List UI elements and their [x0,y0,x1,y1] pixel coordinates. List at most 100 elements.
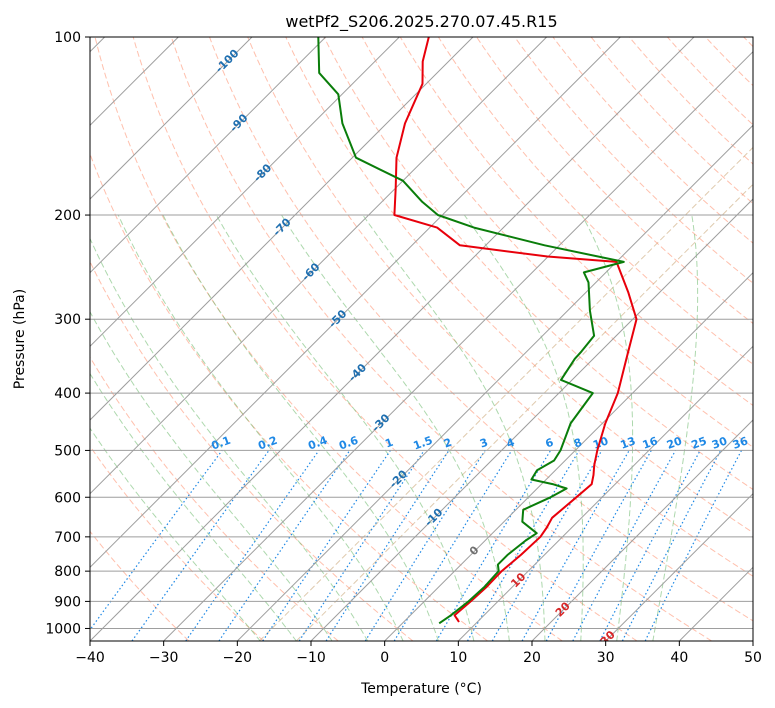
isotherm-line [384,271,753,641]
moist-adiabat [652,214,699,641]
x-tick-label: 0 [380,650,389,666]
isotherm-line [90,37,253,200]
y-tick-label: 700 [54,530,81,546]
isotherm-line [90,37,400,348]
dry-adiabat [247,37,753,577]
mixing-ratio-label: 0.1 [210,434,233,453]
moist-adiabat [463,214,584,641]
y-axis-title: Pressure (hPa) [12,289,28,389]
isotherm-line [605,492,753,641]
plot-area: 0.1 0.2 0.4 0.6 1 1.5 2 3 4 6 8 10 13 16 20 25 30 36-100-… [90,37,753,641]
x-tick-label: 20 [523,650,541,666]
mixing-ratio-line [90,450,223,631]
mixing-ratio-label: 8 [572,436,584,451]
dry-adiabat [90,260,414,641]
isotherm-line [531,419,753,641]
mixing-ratio-label: 20 [665,434,684,452]
hgz-isotherm [295,183,753,641]
dewpoint-profile [317,37,625,625]
dry-adiabat [437,37,753,365]
mixing-ratio-label: 2 [442,436,454,451]
mixing-ratio-label: 1 [383,436,395,451]
chart-title: wetPf2_S206.2025.270.07.45.R15 [285,12,557,32]
mixing-ratio-label: 16 [641,434,660,452]
mixing-ratio-label: 4 [505,436,517,451]
mixing-ratio-label: 6 [544,436,556,451]
mixing-ratio-label: 25 [690,434,709,451]
mixing-ratio-line [325,450,450,641]
dry-adiabat [90,356,339,641]
moist-adiabat [90,237,369,641]
y-tick-label: 400 [54,386,81,402]
x-tick-label: −40 [75,650,105,666]
moist-adiabat [362,214,546,641]
dry-adiabat [399,37,753,407]
y-tick-label: 200 [54,208,81,224]
isotherm-line [310,198,753,641]
y-tick-label: 300 [54,312,81,328]
mixing-ratio-line [466,450,580,641]
axes-layer: −40 −30 −20 −10 0 10 20 30 40 5010020030040050060… [45,30,762,666]
profiles-layer [317,37,638,625]
mixing-ratio-label: 0.2 [256,434,279,453]
y-tick-label: 100 [54,30,81,46]
mixing-ratio-label: 0.6 [337,434,360,453]
isotherm-line [163,50,753,641]
dry-adiabat [476,37,753,325]
mixing-ratio-label: 36 [731,434,750,452]
x-tick-label: 30 [597,650,615,666]
dry-adiabat [90,152,488,641]
isotherm-line [457,345,753,641]
moist-adiabat [90,372,297,641]
mixing-ratio-label: 1.5 [412,434,435,453]
mixing-ratio-line [491,450,603,641]
mixing-ratio-label: 10 [591,434,610,452]
dry-adiabat [90,530,190,641]
isotherm-line [90,37,695,641]
x-tick-label: −30 [149,650,179,666]
dry-adiabat [285,37,753,534]
mixing-ratio-line [218,450,351,641]
mixing-ratio-label: 30 [710,434,729,452]
x-tick-label: −20 [223,650,253,666]
x-tick-label: 40 [670,650,688,666]
dry-adiabat [209,37,753,622]
mixing-ratio-line [435,450,552,641]
dry-adiabat [590,37,753,205]
isotherm-line [90,37,474,421]
mixing-ratio-line [131,450,270,641]
x-tick-label: −10 [296,650,326,666]
mixing-ratio-label: 3 [478,436,490,451]
dry-adiabat [132,37,638,641]
mixing-ratio-line [393,450,513,641]
hgz-isotherm [259,146,753,641]
x-tick-label: 50 [744,650,762,666]
moist-adiabat [281,214,510,641]
isotherm-line [90,37,548,495]
mixing-ratio-label: 13 [619,434,638,451]
temperature-profile [393,37,638,623]
dry-adiabat [514,37,753,284]
y-tick-label: 500 [54,443,81,459]
grid-layer [90,37,753,641]
isotherm-line [90,37,327,274]
x-tick-label: 10 [449,650,467,666]
isotherm-line [90,37,621,569]
x-axis-title: Temperature (°C) [360,681,482,697]
hgz-layer [259,146,753,641]
y-tick-label: 900 [54,594,81,610]
y-tick-label: 600 [54,490,81,506]
moist-adiabat [162,214,439,641]
mixing-ratio-line [572,450,677,641]
mixing-ratio-line [364,450,486,641]
dry-adiabat [552,37,753,244]
mixing-ratio-line [521,450,630,641]
y-tick-label: 1000 [45,621,81,637]
moist-adiabat [90,310,333,641]
y-tick-label: 800 [54,564,81,580]
dry-adiabat [323,37,753,491]
plot-frame [89,36,754,642]
moist-adiabat [117,214,404,641]
